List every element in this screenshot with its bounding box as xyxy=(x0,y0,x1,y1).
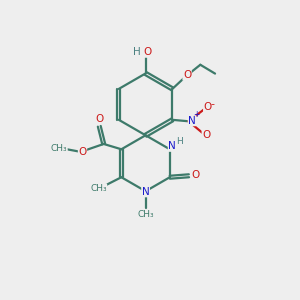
Text: CH₃: CH₃ xyxy=(51,144,67,153)
Text: H: H xyxy=(176,136,183,146)
Text: CH₃: CH₃ xyxy=(137,210,154,219)
Text: N: N xyxy=(142,187,149,197)
Text: O: O xyxy=(143,47,151,57)
Text: O: O xyxy=(95,114,103,124)
Text: -: - xyxy=(210,99,214,109)
Text: CH₃: CH₃ xyxy=(90,184,107,193)
Text: O: O xyxy=(204,102,212,112)
Text: O: O xyxy=(192,170,200,180)
Text: N: N xyxy=(168,141,176,151)
Text: O: O xyxy=(78,147,87,157)
Text: H: H xyxy=(133,47,140,57)
Text: +: + xyxy=(193,110,200,119)
Text: O: O xyxy=(183,70,191,80)
Text: O: O xyxy=(202,130,210,140)
Text: N: N xyxy=(188,116,196,126)
